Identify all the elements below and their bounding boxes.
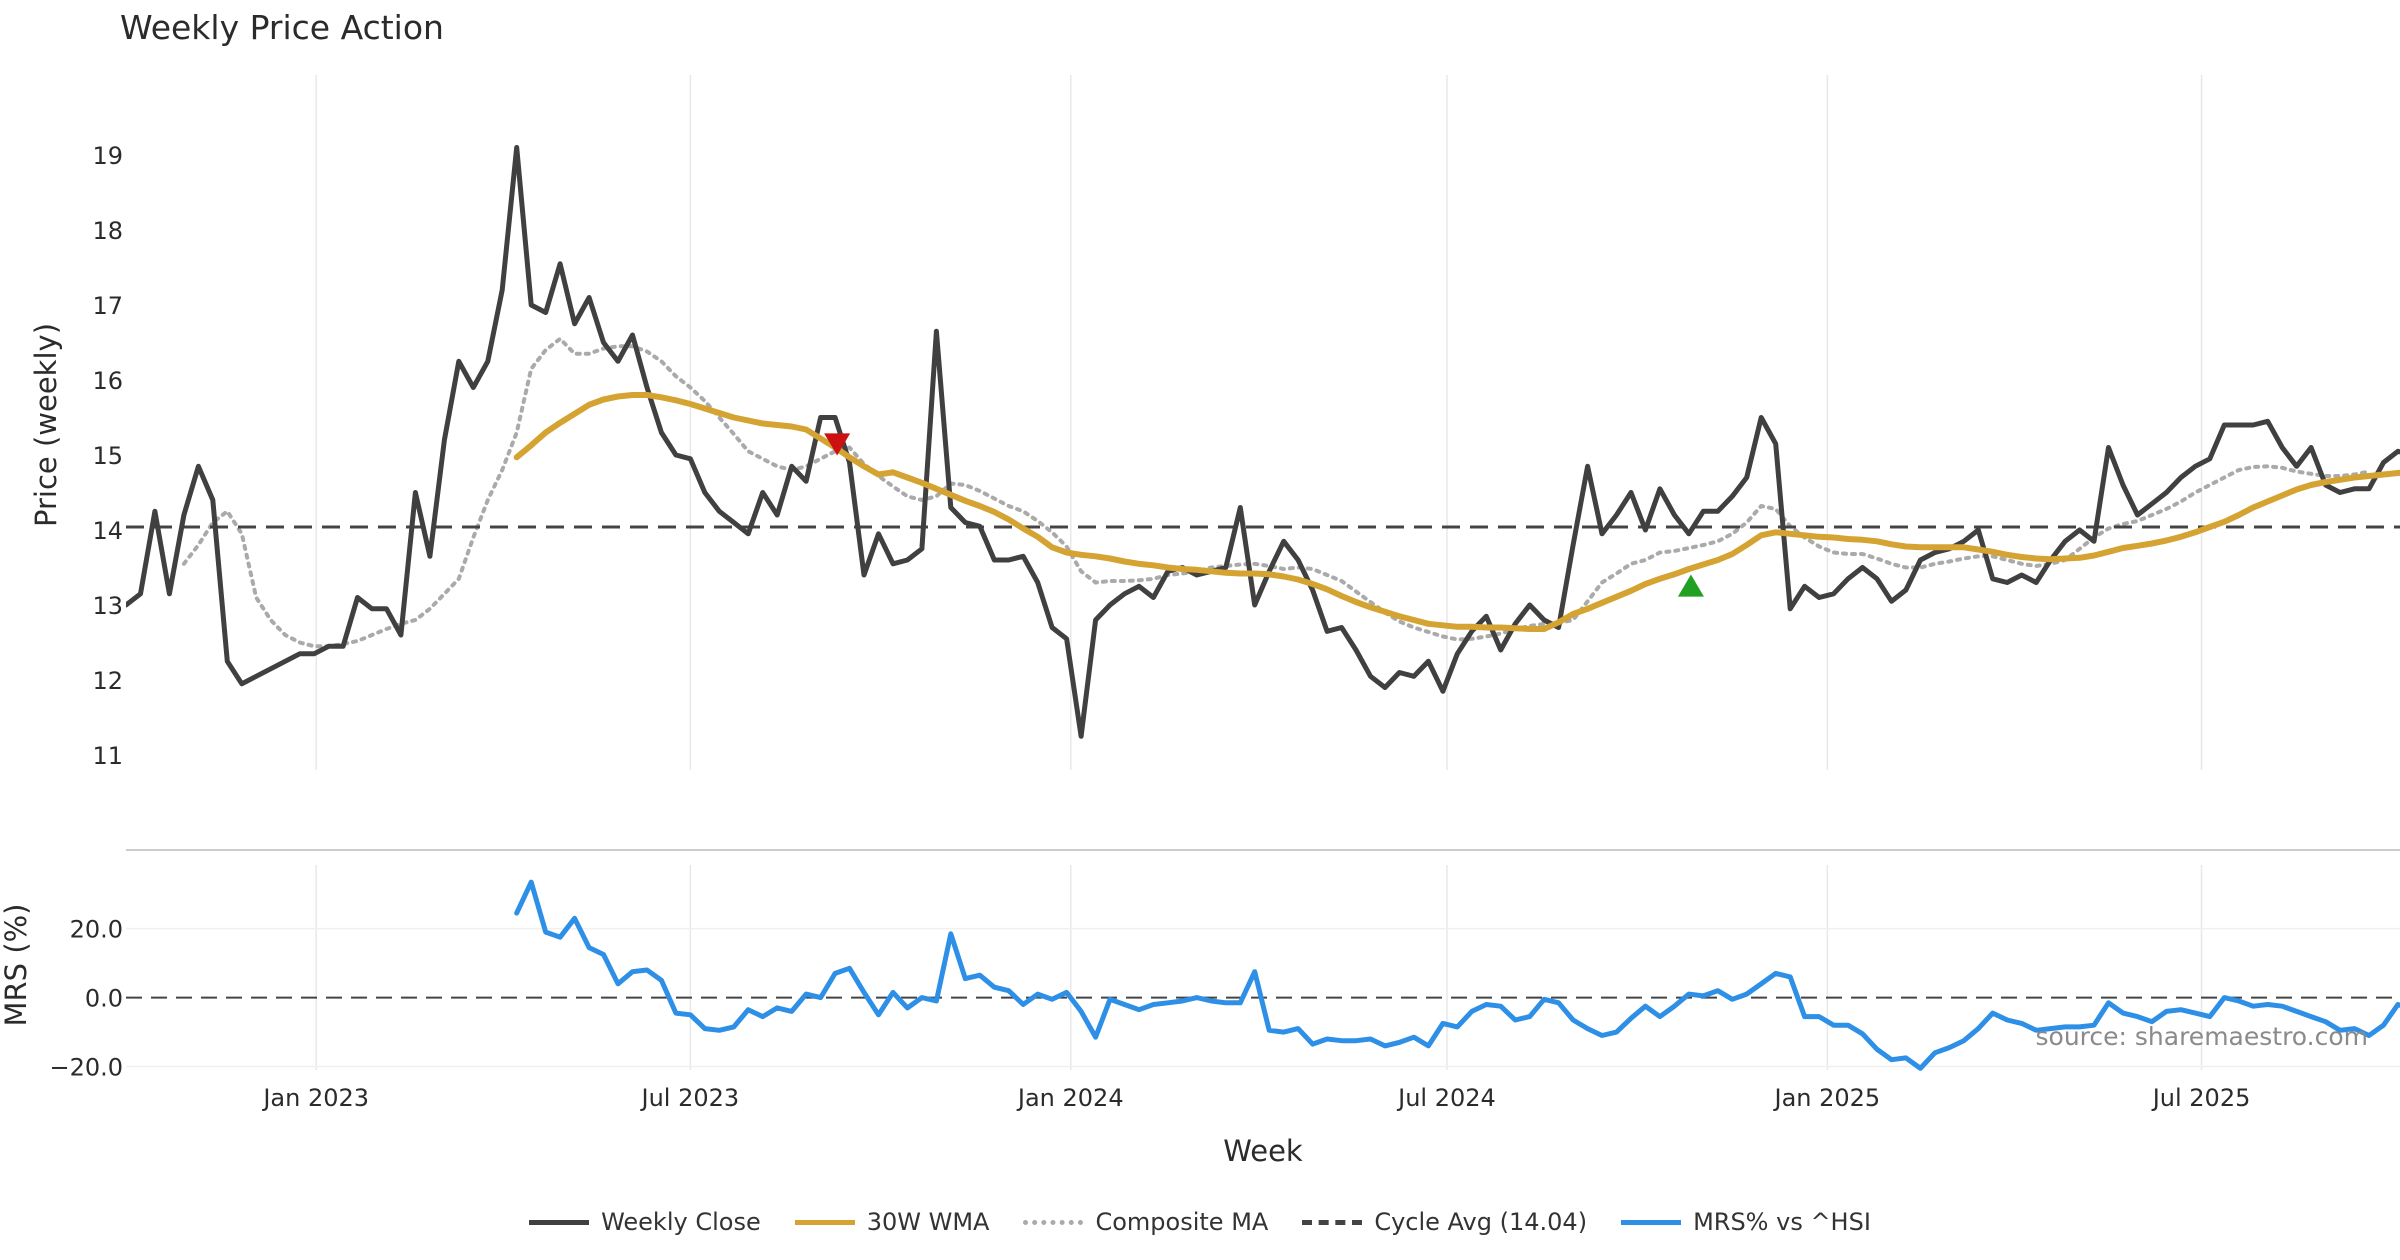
- y-axis-label-sub: MRS (%): [0, 904, 33, 1027]
- legend-swatch-composite-ma: [1023, 1219, 1084, 1225]
- legend-swatch-weekly-close: [529, 1219, 590, 1225]
- y-axis-label-main: Price (weekly): [29, 323, 63, 527]
- legend-label-cycle-avg: Cycle Avg (14.04): [1374, 1208, 1588, 1236]
- marker-sell: [824, 433, 851, 456]
- legend-item-30w-wma[interactable]: 30W WMA: [794, 1208, 990, 1236]
- legend-item-mrs[interactable]: MRS% vs ^HSI: [1621, 1208, 1871, 1236]
- x-tick-jul-2025: Jul 2025: [2151, 1084, 2251, 1112]
- y-tick-main-19: 19: [92, 142, 123, 170]
- y-tick-main-17: 17: [92, 292, 123, 320]
- marker-buy: [1677, 574, 1704, 597]
- x-tick-jan-2025: Jan 2025: [1773, 1084, 1881, 1112]
- y-tick-main-14: 14: [92, 517, 123, 545]
- y-tick-sub-0: 20.0: [70, 916, 123, 944]
- y-tick-main-16: 16: [92, 367, 123, 395]
- y-tick-main-15: 15: [92, 442, 123, 470]
- legend-label-mrs: MRS% vs ^HSI: [1693, 1208, 1871, 1236]
- y-tick-main-18: 18: [92, 217, 123, 245]
- series-30w-wma: [513, 392, 2400, 632]
- legend-swatch-30w-wma: [794, 1219, 855, 1225]
- y-tick-main-13: 13: [92, 592, 123, 620]
- legend-label-weekly-close: Weekly Close: [601, 1208, 761, 1236]
- source-annotation: source: sharemaestro.com: [2036, 1022, 2369, 1051]
- legend-item-composite-ma[interactable]: Composite MA: [1023, 1208, 1268, 1236]
- x-tick-jul-2024: Jul 2024: [1396, 1084, 1496, 1112]
- y-tick-sub-1: 0.0: [85, 985, 123, 1013]
- series-mrs: [514, 879, 2400, 1071]
- y-tick-main-11: 11: [92, 742, 123, 770]
- x-tick-jul-2023: Jul 2023: [640, 1084, 740, 1112]
- chart-title: Weekly Price Action: [120, 8, 444, 47]
- legend-label-30w-wma: 30W WMA: [866, 1208, 990, 1236]
- legend-item-cycle-avg[interactable]: Cycle Avg (14.04): [1302, 1208, 1587, 1236]
- legend-label-composite-ma: Composite MA: [1095, 1208, 1269, 1236]
- x-tick-jan-2024: Jan 2024: [1016, 1084, 1124, 1112]
- x-tick-jan-2023: Jan 2023: [261, 1084, 369, 1112]
- legend: Weekly Close 30W WMA Composite MA Cycle …: [0, 1208, 2400, 1236]
- legend-item-weekly-close[interactable]: Weekly Close: [529, 1208, 761, 1236]
- legend-swatch-mrs: [1621, 1219, 1682, 1225]
- x-axis-label: Week: [1223, 1134, 1303, 1168]
- series-weekly-close: [126, 145, 2400, 739]
- series-composite-ma: [181, 336, 2371, 649]
- y-tick-main-12: 12: [92, 667, 123, 695]
- y-tick-sub-2: −20.0: [49, 1054, 123, 1082]
- legend-swatch-cycle-avg: [1302, 1219, 1363, 1225]
